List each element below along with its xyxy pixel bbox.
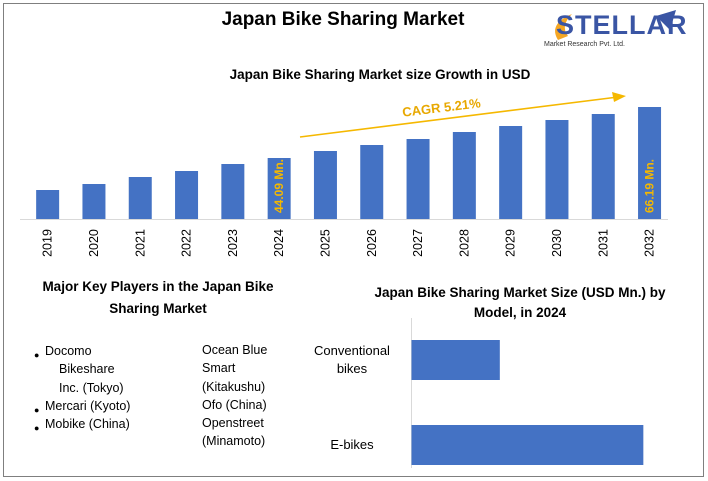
growth-data-label-2024: 44.09 Mn. bbox=[272, 159, 286, 213]
growth-bar-2022 bbox=[175, 171, 199, 219]
bullet-icon: ● bbox=[34, 404, 40, 415]
growth-bar-2026 bbox=[360, 145, 384, 219]
growth-tick-label-2029: 2029 bbox=[504, 229, 518, 257]
key-player-item: Inc. (Tokyo) bbox=[34, 379, 174, 397]
growth-tick-label-2020: 2020 bbox=[87, 229, 101, 257]
growth-bar-2024 bbox=[267, 158, 291, 219]
key-player-item: ● Mobike (China) bbox=[34, 415, 174, 433]
growth-bar-2028 bbox=[452, 132, 476, 219]
growth-bar-2023 bbox=[221, 164, 245, 219]
growth-tick-label-2032: 2032 bbox=[643, 229, 657, 257]
growth-tick-label-2031: 2031 bbox=[596, 229, 610, 257]
growth-tick-label-2024: 2024 bbox=[272, 229, 286, 257]
growth-tick-label-2028: 2028 bbox=[457, 229, 471, 257]
growth-chart-title: Japan Bike Sharing Market size Growth in… bbox=[229, 67, 531, 82]
model-category-line: Conventional bbox=[314, 343, 390, 358]
growth-bar-2030 bbox=[545, 120, 569, 219]
key-players-heading: Major Key Players in the Japan Bike Shar… bbox=[42, 279, 274, 316]
model-category-label: Conventional bikes bbox=[300, 342, 404, 378]
key-player-text: Mercari (Kyoto) bbox=[45, 398, 131, 413]
logo-swoosh-icon bbox=[555, 10, 676, 40]
key-player-text: Docomo bbox=[45, 344, 92, 358]
key-player-text: Smart bbox=[202, 361, 236, 376]
bullet-icon: ● bbox=[34, 350, 40, 360]
key-player-text: Inc. (Tokyo) bbox=[59, 380, 124, 395]
model-category-line: bikes bbox=[336, 361, 368, 376]
key-player-item: ● Mercari (Kyoto) bbox=[34, 397, 174, 415]
growth-tick-label-2026: 2026 bbox=[365, 229, 379, 257]
key-player-text: Mobike (China) bbox=[45, 417, 130, 432]
key-player-text: (Kitakushu) bbox=[202, 379, 266, 394]
model-bar-conventional-bikes bbox=[411, 340, 500, 380]
growth-tick-label-2025: 2025 bbox=[318, 229, 332, 257]
logo-tagline: Market Research Pvt. Ltd. bbox=[544, 41, 625, 48]
model-category-line: E-bikes bbox=[330, 437, 374, 452]
infographic-frame bbox=[3, 3, 704, 477]
growth-tick-label-2023: 2023 bbox=[226, 229, 240, 257]
key-player-text: Openstreet bbox=[202, 416, 264, 431]
growth-tick-label-2022: 2022 bbox=[180, 229, 194, 257]
growth-tick-label-2019: 2019 bbox=[41, 229, 55, 257]
model-bar-e-bikes bbox=[411, 425, 644, 465]
key-player-text: Ofo (China) bbox=[202, 397, 267, 412]
key-player-text: Bikeshare bbox=[59, 362, 115, 377]
model-chart-title: Japan Bike Sharing Market Size (USD Mn.)… bbox=[374, 285, 666, 320]
logo-wordmark: STELLAR bbox=[556, 10, 688, 40]
key-player-text: Ocean Blue bbox=[202, 343, 268, 357]
cagr-arrow bbox=[299, 92, 626, 138]
growth-bar-2025 bbox=[313, 151, 337, 219]
bullet-icon: ● bbox=[34, 423, 40, 434]
growth-bar-2029 bbox=[499, 126, 523, 219]
growth-bar-2027 bbox=[406, 139, 430, 219]
key-players-list-left: ● Docomo Bikeshare Inc. (Tokyo) ● Mercari (Ky… bbox=[34, 342, 174, 433]
key-player-item: ● Docomo bbox=[34, 342, 174, 360]
growth-tick-label-2021: 2021 bbox=[133, 229, 147, 257]
model-category-label: E-bikes bbox=[300, 436, 404, 454]
growth-bar-2019 bbox=[36, 190, 60, 219]
page-title: Japan Bike Sharing Market bbox=[221, 9, 465, 30]
key-players-list-right: Ocean Blue Smart (Kitakushu) Ofo (China) Ope… bbox=[202, 341, 312, 451]
growth-bar-2031 bbox=[591, 114, 615, 219]
key-player-text: (Minamoto) bbox=[202, 434, 266, 449]
stellar-logo: STELLAR Market Research Pvt. Ltd. bbox=[538, 6, 688, 52]
growth-bar-2020 bbox=[82, 184, 106, 219]
growth-tick-label-2030: 2030 bbox=[550, 229, 564, 257]
key-player-item: Bikeshare bbox=[34, 360, 174, 378]
growth-tick-label-2027: 2027 bbox=[411, 229, 425, 257]
growth-bar-2021 bbox=[128, 177, 152, 219]
growth-data-label-2032: 66.19 Mn. bbox=[643, 159, 657, 213]
growth-bar-2032 bbox=[638, 107, 662, 219]
